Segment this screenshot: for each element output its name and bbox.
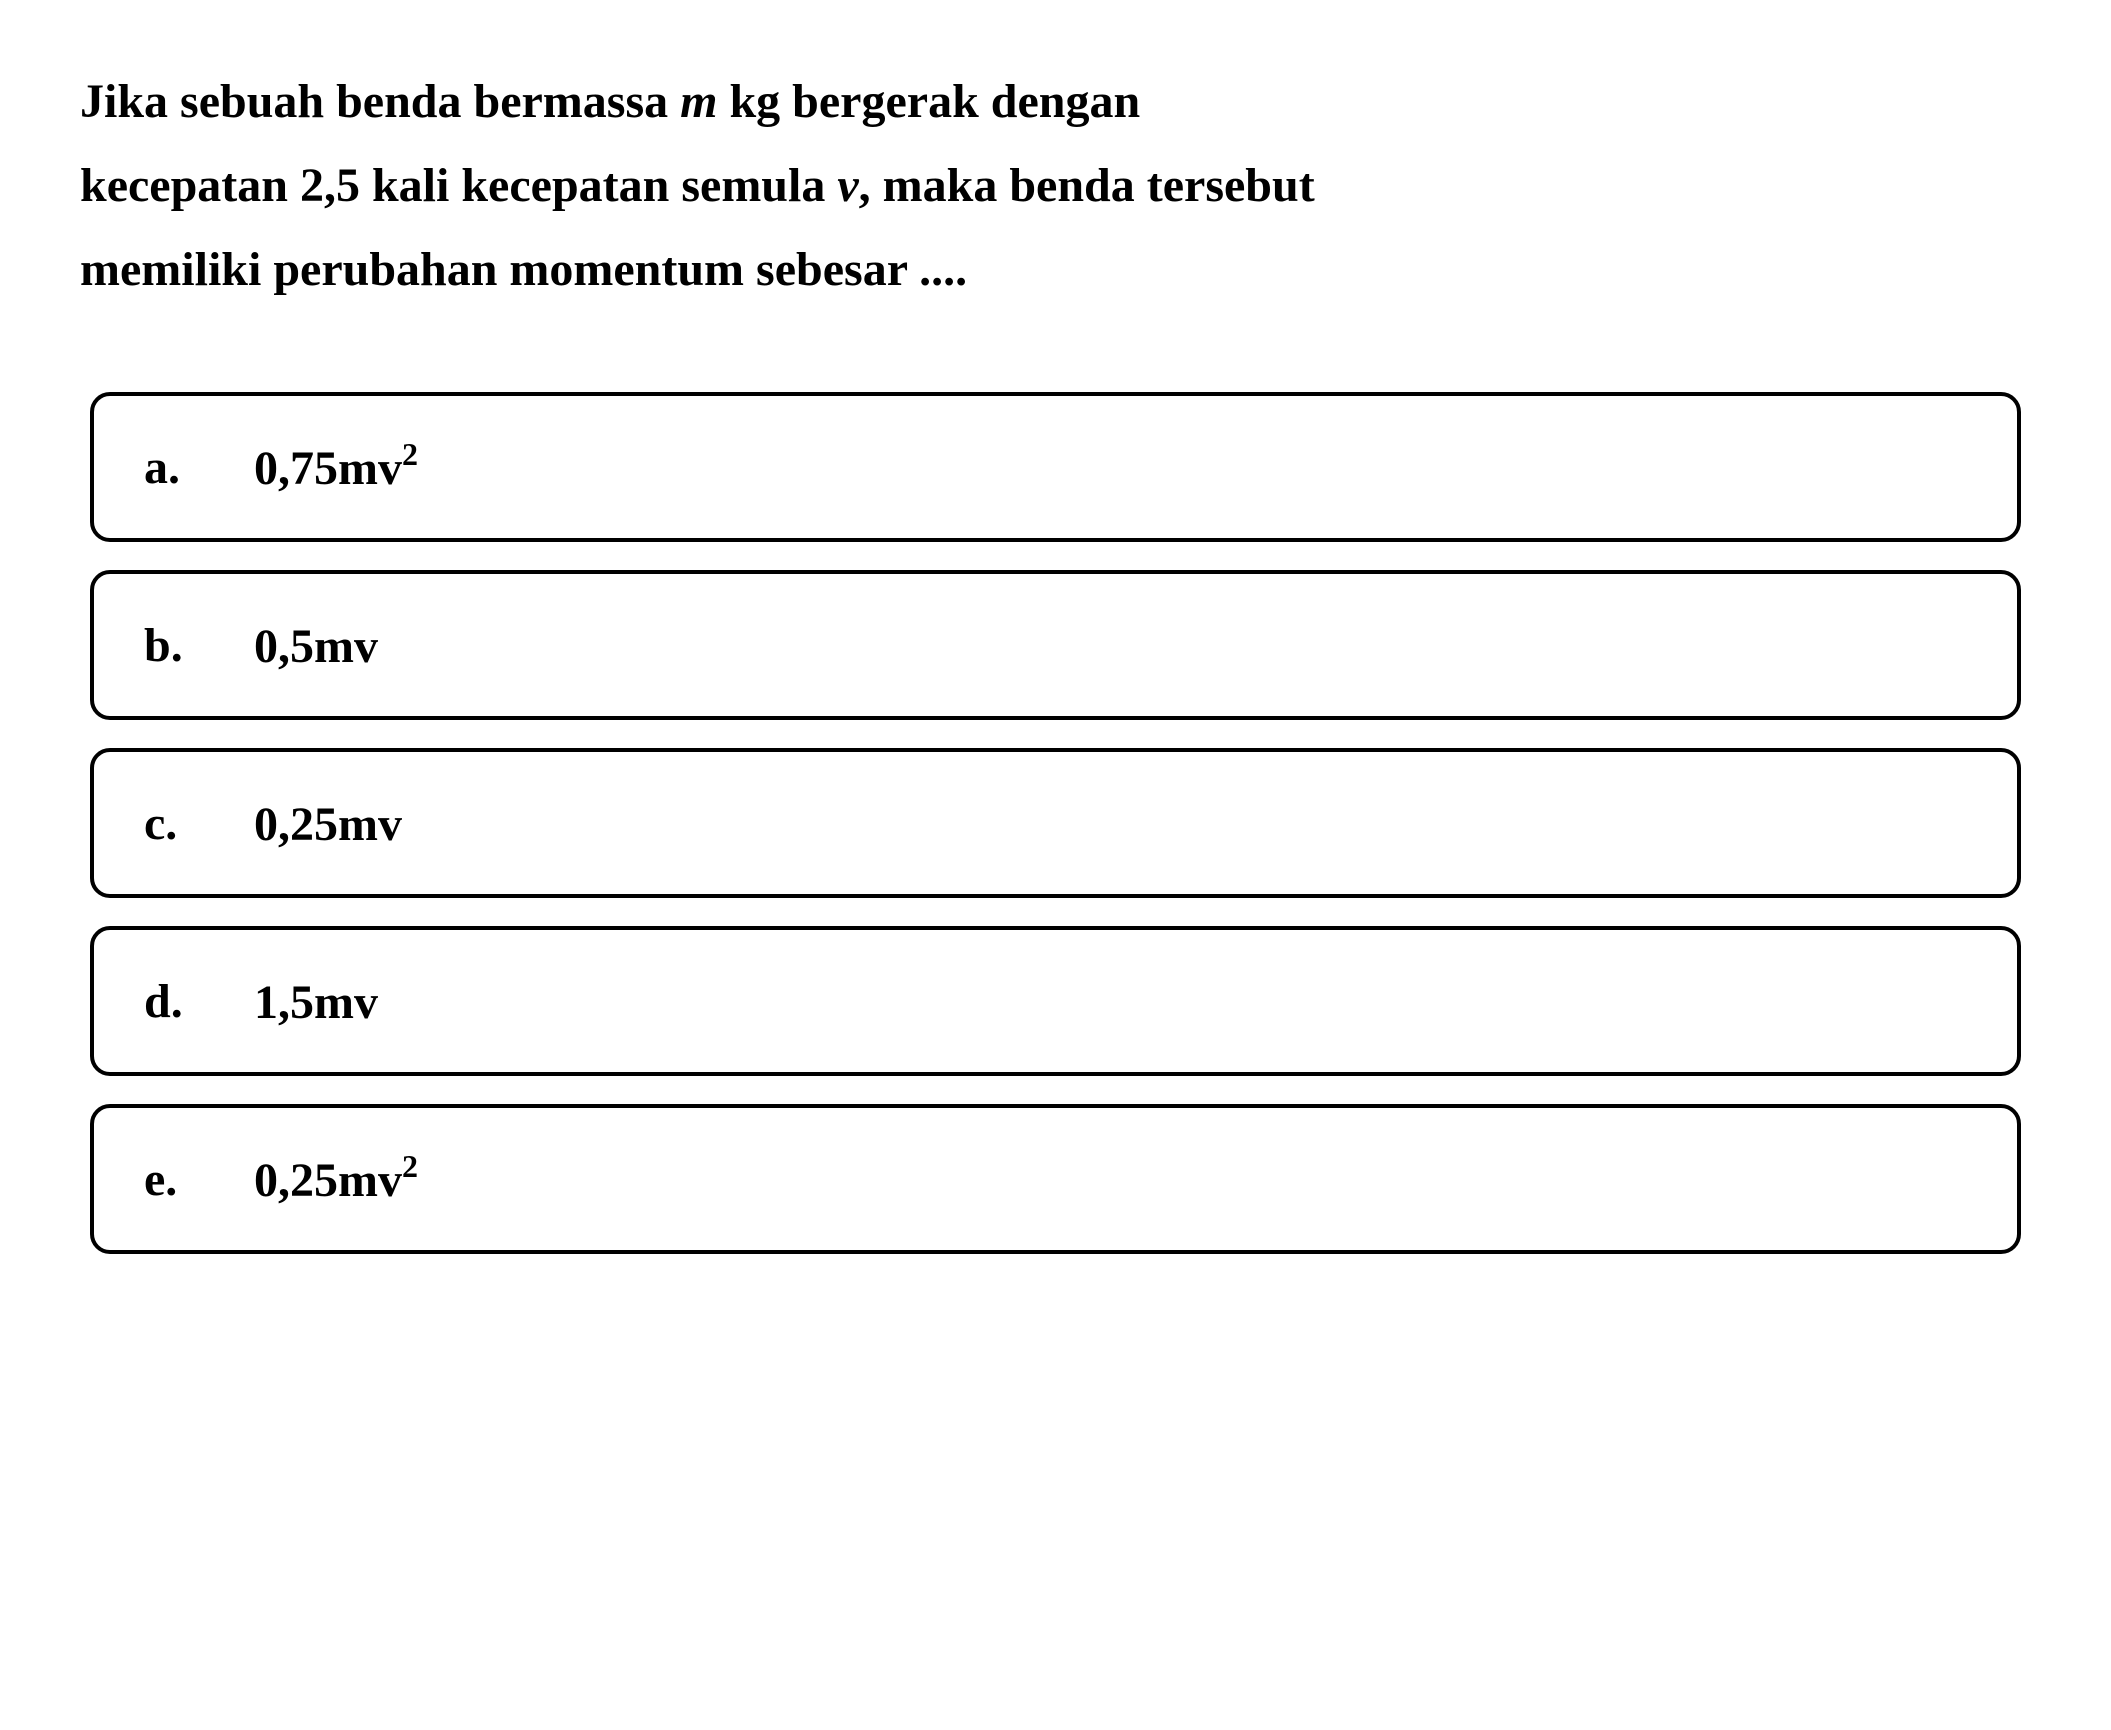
option-letter: d. xyxy=(144,974,254,1029)
option-value-text: 1,5mv xyxy=(254,976,378,1029)
question-text: Jika sebuah benda bermassa m kg bergerak… xyxy=(80,60,2031,312)
question-line1-italic: m xyxy=(680,75,717,128)
option-e[interactable]: e. 0,25mv2 xyxy=(90,1104,2021,1254)
question-line2-part1: kecepatan 2,5 kali kecepatan semula xyxy=(80,159,837,212)
option-letter: b. xyxy=(144,618,254,673)
option-value: 1,5mv xyxy=(254,972,378,1030)
question-line2-italic: v xyxy=(837,159,858,212)
option-superscript: 2 xyxy=(402,436,418,472)
option-value: 0,25mv xyxy=(254,794,402,852)
options-container: a. 0,75mv2 b. 0,5mv c. 0,25mv d. 1,5mv xyxy=(80,392,2031,1254)
option-a[interactable]: a. 0,75mv2 xyxy=(90,392,2021,542)
option-b[interactable]: b. 0,5mv xyxy=(90,570,2021,720)
option-value: 0,75mv2 xyxy=(254,438,418,496)
option-value-text: 0,25mv xyxy=(254,798,402,851)
option-d[interactable]: d. 1,5mv xyxy=(90,926,2021,1076)
option-letter: c. xyxy=(144,796,254,851)
option-c[interactable]: c. 0,25mv xyxy=(90,748,2021,898)
question-container: Jika sebuah benda bermassa m kg bergerak… xyxy=(80,60,2031,1254)
question-line3: memiliki perubahan momentum sebesar .... xyxy=(80,243,967,296)
question-line2-part2: , maka benda tersebut xyxy=(859,159,1315,212)
option-superscript: 2 xyxy=(402,1148,418,1184)
option-value-text: 0,75mv xyxy=(254,442,402,495)
question-line1-part2: kg bergerak dengan xyxy=(717,75,1140,128)
option-value-text: 0,25mv xyxy=(254,1154,402,1207)
option-value: 0,25mv2 xyxy=(254,1150,418,1208)
option-value: 0,5mv xyxy=(254,616,378,674)
option-letter: a. xyxy=(144,440,254,495)
question-line1-part1: Jika sebuah benda bermassa xyxy=(80,75,680,128)
option-value-text: 0,5mv xyxy=(254,620,378,673)
option-letter: e. xyxy=(144,1152,254,1207)
